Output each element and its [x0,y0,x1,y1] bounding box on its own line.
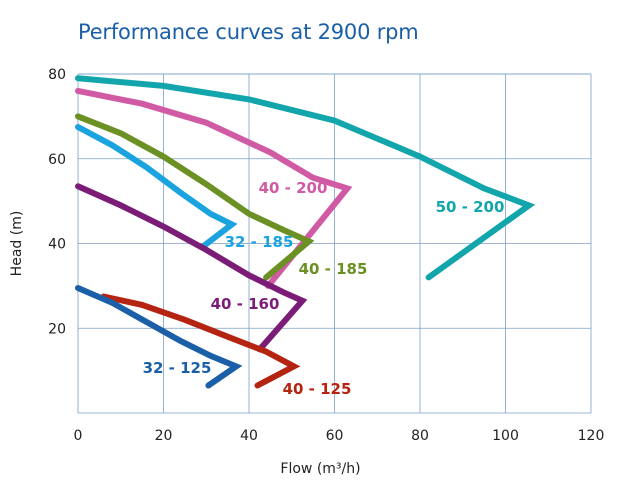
series-line-40-185 [75,113,315,281]
tick-labels: 0 20 40 60 80 100 120 20 40 60 80 [48,67,604,444]
chart-title: Performance curves at 2900 rpm [78,20,419,44]
y-axis-title: Head (m) [9,211,25,277]
y-tick-label: 80 [48,67,66,83]
series-label-40-185: 40 - 185 [299,260,368,278]
series-label-50-200: 50 - 200 [436,198,505,216]
x-tick-label: 40 [240,428,258,444]
x-tick-label: 20 [155,428,173,444]
series-line-50-200 [75,75,536,281]
x-tick-label: 60 [326,428,344,444]
series-labels: 50 - 200 40 - 200 40 - 185 32 - 185 40 - 160… [143,179,505,398]
series-label-40-200: 40 - 200 [259,179,328,197]
series-label-32-185: 32 - 185 [225,233,294,251]
y-tick-label: 40 [48,237,66,253]
x-tick-label: 100 [492,428,519,444]
x-tick-label: 120 [578,428,605,444]
x-axis-title: Flow (m³/h) [280,461,360,477]
y-tick-label: 60 [48,152,66,168]
x-tick-label: 80 [411,428,429,444]
series-label-40-125: 40 - 125 [283,380,352,398]
series-label-40-160: 40 - 160 [211,295,280,313]
x-tick-label: 0 [74,428,83,444]
series-line-32-125 [75,285,243,389]
series-line-40-160 [75,183,308,353]
series-line-32-185 [75,124,238,249]
series-line-40-125 [100,293,301,389]
series-label-32-125: 32 - 125 [143,359,212,377]
y-tick-label: 20 [48,321,66,337]
series-line-40-200 [75,87,353,289]
series-lines [75,75,536,389]
